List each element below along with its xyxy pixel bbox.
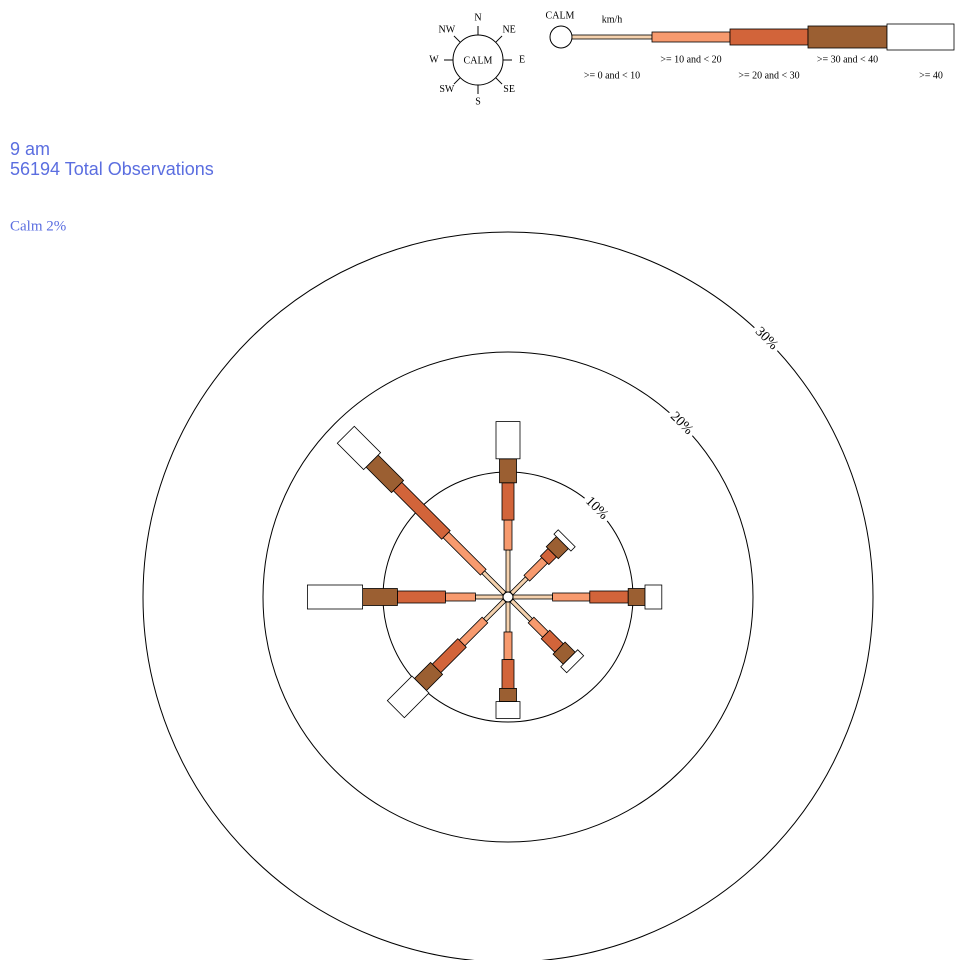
- legend-swatch: [651, 31, 731, 43]
- legend-label: >= 40: [919, 70, 943, 81]
- legend-swatch: [807, 25, 888, 49]
- petal-segment: [499, 688, 517, 703]
- petal-segment: [495, 421, 521, 460]
- petal-segment: [512, 594, 553, 600]
- legend-calm: CALM: [546, 10, 575, 21]
- ring-label: 30%: [752, 324, 781, 353]
- legend-label: >= 30 and < 40: [817, 54, 878, 65]
- compass-label: NW: [439, 25, 456, 36]
- compass-label: SE: [503, 84, 515, 95]
- petal-segment: [505, 549, 511, 593]
- petal-segment: [475, 594, 504, 600]
- compass-center: CALM: [464, 55, 493, 66]
- petal-segment: [505, 601, 511, 633]
- petal-segment: [509, 598, 534, 623]
- compass-label: S: [475, 96, 481, 107]
- legend-label: >= 10 and < 20: [660, 54, 721, 65]
- petal-segment: [523, 556, 549, 582]
- petal-segment: [501, 482, 515, 521]
- ring-label: 20%: [667, 409, 696, 438]
- legend-label: >= 20 and < 30: [738, 70, 799, 81]
- legend-swatch: [729, 28, 809, 46]
- legend-calm-circle: [549, 25, 573, 49]
- petal-segment: [458, 616, 489, 647]
- calm-label: Calm 2%: [10, 218, 66, 234]
- petal-segment: [306, 584, 363, 610]
- compass-tick: [453, 35, 461, 43]
- compass-label: E: [519, 54, 525, 65]
- compass-tick: [495, 77, 503, 85]
- legend-label: >= 0 and < 10: [584, 70, 640, 81]
- chart-title: 9 am: [10, 139, 50, 159]
- petal-segment: [503, 631, 513, 660]
- ring: [262, 351, 754, 843]
- petal-segment: [386, 675, 430, 719]
- compass-tick: [453, 77, 461, 85]
- petal-segment: [442, 531, 487, 576]
- petal-segment: [481, 570, 507, 596]
- petal-segment: [482, 598, 507, 623]
- petal-segment: [644, 584, 663, 610]
- legend-swatch: [886, 23, 955, 51]
- legend-swatch: [571, 34, 653, 40]
- chart-subtitle: 56194 Total Observations: [10, 159, 214, 179]
- petal-segment: [336, 425, 382, 471]
- petal-segment: [503, 519, 513, 551]
- petal-segment: [495, 701, 521, 719]
- legend-unit: km/h: [602, 14, 623, 25]
- petal-segment: [553, 529, 576, 552]
- petal-segment: [445, 592, 476, 602]
- compass-label: NE: [502, 25, 515, 36]
- compass-tick: [495, 35, 503, 43]
- compass-label: N: [474, 12, 481, 23]
- ring: [142, 231, 874, 960]
- petal-segment: [560, 649, 585, 674]
- petal-segment: [552, 592, 591, 602]
- petal-segment: [362, 588, 398, 606]
- petal-segment: [509, 576, 529, 596]
- compass-label: SW: [439, 84, 455, 95]
- petal-segment: [501, 659, 515, 689]
- petal-segment: [396, 590, 446, 604]
- ring-label: 10%: [582, 494, 611, 523]
- calm-circle: [502, 591, 514, 603]
- petal-segment: [499, 458, 517, 484]
- petal-segment: [431, 638, 467, 674]
- petal-segment: [589, 590, 629, 604]
- petal-segment: [627, 588, 646, 606]
- compass-label: W: [429, 54, 439, 65]
